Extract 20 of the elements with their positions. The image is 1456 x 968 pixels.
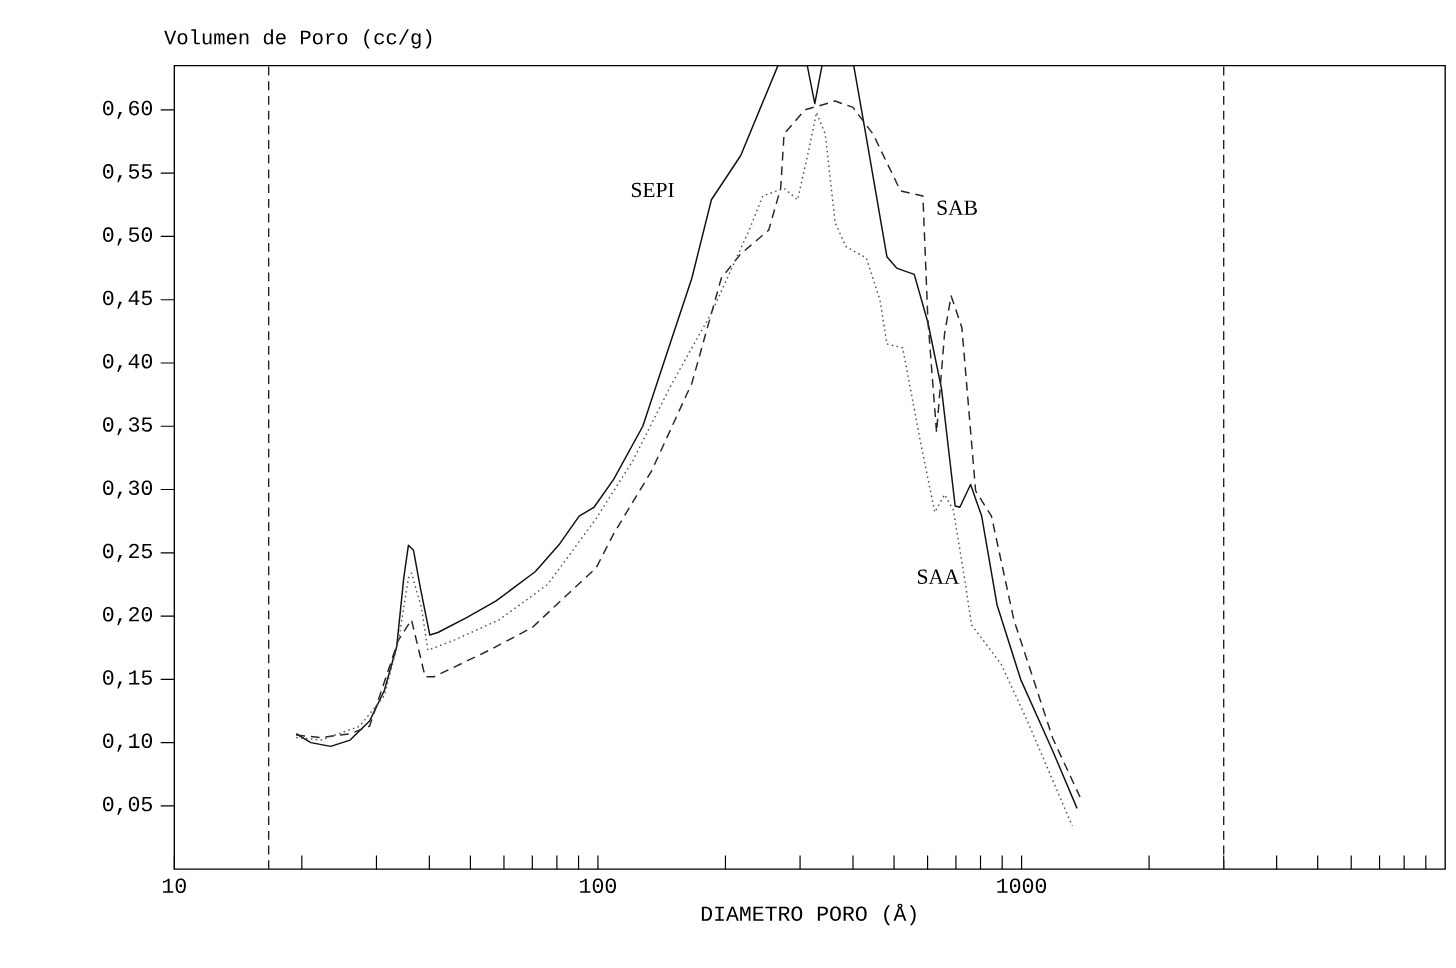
y-tick-label: 0,45 xyxy=(103,290,152,309)
y-tick-label: 0,50 xyxy=(103,227,153,246)
y-tick-label: 0,05 xyxy=(103,796,152,815)
x-tick-label: 100 xyxy=(580,878,616,893)
x-tick-label: 10 xyxy=(162,878,186,893)
x-axis-title: DIAMETRO PORO (Å) xyxy=(701,903,916,926)
y-tick-label: 0,15 xyxy=(103,670,152,689)
series-label: SAA xyxy=(917,569,960,584)
x-tick-label: 1000 xyxy=(997,878,1047,893)
y-tick-label: 0,55 xyxy=(103,164,152,183)
y-tick-label: 0,35 xyxy=(103,417,152,436)
y-tick-label: 0,25 xyxy=(103,543,152,562)
y-tick-label: 0,10 xyxy=(103,733,153,752)
series-label: SAB xyxy=(937,200,977,215)
y-tick-label: 0,40 xyxy=(103,353,153,373)
y-tick-label: 0,20 xyxy=(103,606,153,626)
y-tick-label: 0,30 xyxy=(103,480,153,499)
series-label: SEPI xyxy=(631,182,674,198)
y-tick-label: 0,60 xyxy=(103,100,153,119)
y-axis-title: Volumen de Poro (cc/g) xyxy=(164,29,432,49)
